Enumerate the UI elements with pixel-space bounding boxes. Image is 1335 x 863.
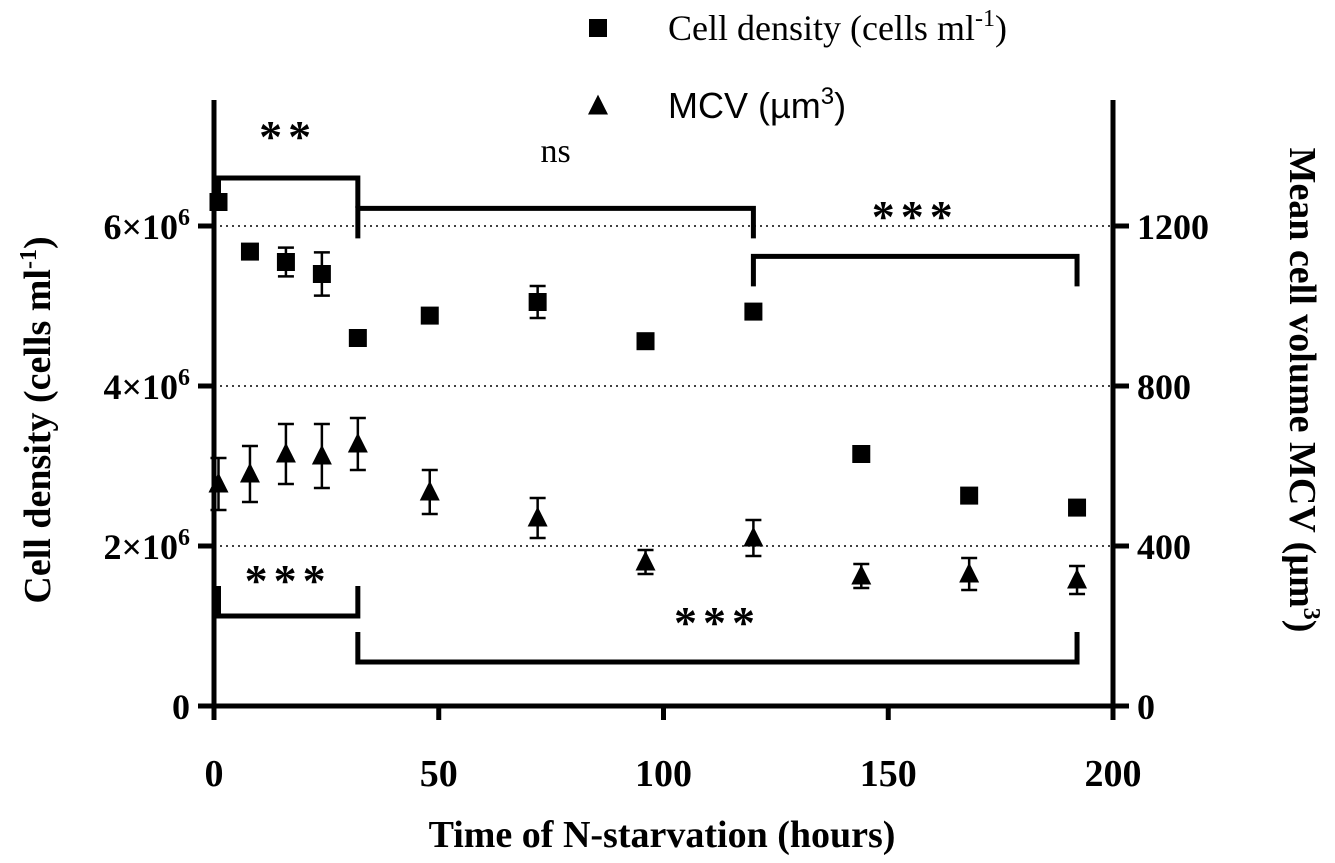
axes — [198, 100, 1129, 720]
y-right-tick-label: 0 — [1137, 687, 1155, 727]
legend-label: MCV (µm3) — [668, 83, 846, 126]
significance-bracket — [355, 205, 756, 239]
y-right-tick-label: 400 — [1137, 527, 1191, 567]
cell-density-point — [636, 332, 655, 351]
significance-bracket — [215, 175, 361, 208]
cell-density-point — [240, 242, 259, 261]
x-tick-label: 0 — [205, 753, 224, 795]
mcv-point — [635, 550, 656, 571]
significance-label: ns — [541, 133, 571, 170]
y-right-tick-label: 1200 — [1137, 207, 1209, 247]
x-tick-label: 150 — [860, 753, 917, 795]
significance-bracket — [355, 632, 1080, 665]
significance-label: *** — [245, 555, 332, 606]
mcv-point — [275, 442, 296, 463]
x-axis-label: Time of N-starvation (hours) — [429, 814, 896, 856]
mcv-point — [347, 432, 368, 453]
cell-density-point — [1068, 498, 1087, 517]
cell-density-point — [744, 302, 763, 321]
mcv-point — [419, 480, 440, 501]
cell-density-point — [276, 253, 295, 271]
mcv-point — [311, 444, 332, 465]
legend-label: Cell density (cells ml-1) — [668, 6, 1007, 48]
legend: Cell density (cells ml-1) MCV (µm3) — [588, 6, 1007, 126]
significance-annotations: ** ns *** *** *** — [215, 111, 1080, 665]
significance-bracket — [215, 586, 361, 619]
y-left-tick-label: 6×106 — [103, 205, 190, 247]
tick-labels: 0 50 100 150 200 0 2×106 4×106 6×106 0 400 800 1200 — [103, 205, 1209, 795]
legend-triangle-marker — [588, 94, 608, 115]
cell-density-series — [209, 193, 1087, 517]
x-tick-label: 200 — [1085, 753, 1142, 795]
mcv-series — [208, 416, 1088, 596]
y-left-tick-label: 4×106 — [103, 365, 190, 407]
x-tick-label: 50 — [420, 753, 458, 795]
cell-density-point — [348, 329, 367, 347]
cell-density-point — [420, 306, 439, 325]
y-left-tick-label: 0 — [172, 687, 190, 727]
mcv-point — [527, 506, 548, 527]
mcv-point — [239, 462, 260, 483]
x-tick-label: 100 — [635, 753, 692, 795]
legend-square-marker — [589, 19, 607, 37]
mcv-point — [959, 562, 980, 583]
y-right-tick-label: 800 — [1137, 367, 1191, 407]
mcv-point — [1067, 568, 1088, 589]
cell-density-point — [312, 265, 331, 283]
legend-entry: Cell density (cells ml-1) — [589, 6, 1007, 48]
data-series — [208, 193, 1088, 596]
significance-bracket — [750, 253, 1080, 287]
cell-density-point — [528, 293, 547, 311]
significance-label: ** — [259, 111, 317, 162]
cell-density-point — [960, 486, 979, 505]
significance-label: *** — [872, 191, 959, 242]
y-axis-label-right: Mean cell volume MCV (µm3) — [1281, 148, 1324, 633]
y-left-tick-label: 2×106 — [103, 525, 190, 567]
significance-label: *** — [674, 597, 761, 648]
legend-entry: MCV (µm3) — [588, 83, 846, 126]
mcv-point — [208, 472, 229, 493]
mcv-point — [851, 564, 872, 585]
y-axis-label-left: Cell density (cells ml-1) — [16, 236, 59, 603]
mcv-point — [743, 526, 764, 547]
cell-density-point — [852, 445, 871, 463]
